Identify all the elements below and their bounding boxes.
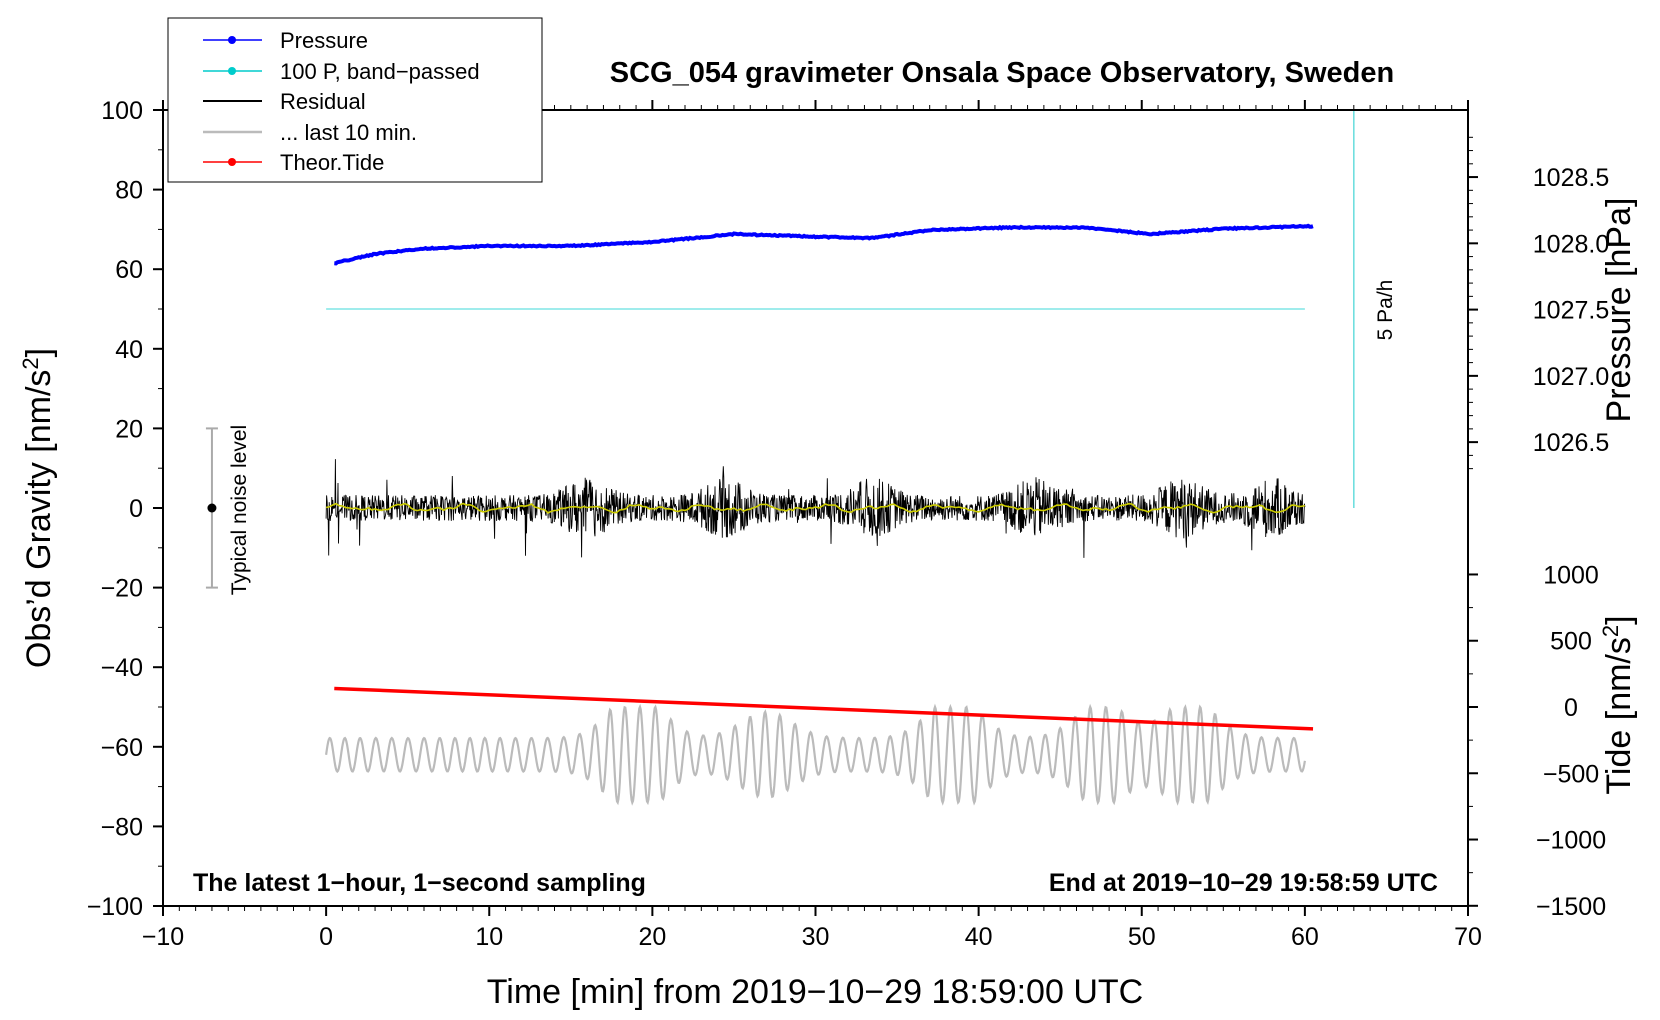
residual-line	[325, 459, 1306, 558]
left-axis-title-main: Obs’d Gravity [nm/s	[20, 370, 58, 669]
tide-axis-title: Tide [nm/s2]	[1598, 615, 1638, 794]
end-time-note: End at 2019−10−29 19:58:59 UTC	[1049, 869, 1438, 897]
left-tick-label-6: −20	[101, 575, 143, 603]
legend-label-pressure: Pressure	[280, 28, 368, 53]
pressure-tick-label-2: 1027.5	[1533, 297, 1609, 325]
chart-title: SCG_054 gravimeter Onsala Space Observat…	[610, 57, 1394, 89]
pressure-line	[334, 223, 1314, 266]
axes-layer: −10 0 10 20 30 40 50 60 70100806040200−20−40−60−…	[87, 97, 1610, 951]
legend-marker-pressure	[228, 36, 236, 44]
pressure-axis-title: Pressure [hPa]	[1600, 198, 1638, 423]
tide-tick-label-1: 500	[1550, 628, 1592, 656]
tide-tick-label-4: −1000	[1536, 827, 1606, 855]
left-tick-label-1: 80	[115, 177, 143, 205]
legend-marker-bandpassed	[228, 67, 236, 75]
left-tick-label-8: −60	[101, 734, 143, 762]
x-tick-label-3: 20	[638, 923, 666, 951]
legend-label-bandpassed: 100 P, band−passed	[280, 59, 480, 84]
x-tick-label-4: 30	[802, 923, 830, 951]
x-tick-label-8: 70	[1454, 923, 1482, 951]
legend-marker-theor-tide	[228, 158, 236, 166]
x-tick-label-6: 50	[1128, 923, 1156, 951]
legend-entry-theor-tide: Theor.Tide	[203, 150, 384, 175]
tide-tick-label-0: 1000	[1543, 561, 1599, 589]
x-tick-label-7: 60	[1291, 923, 1319, 951]
noise-bar-center	[207, 503, 217, 513]
x-tick-label-2: 10	[475, 923, 503, 951]
left-tick-label-0: 100	[101, 97, 143, 125]
pressure-tick-label-1: 1028.0	[1533, 230, 1609, 258]
residual-smoothed-line	[325, 502, 1306, 514]
legend-label-residual: Residual	[280, 89, 366, 114]
left-axis-title-sup: 2	[18, 357, 43, 369]
left-tick-label-5: 0	[129, 495, 143, 523]
tide-tick-label-3: −500	[1543, 760, 1599, 788]
noise-level-label: Typical noise level	[228, 425, 251, 595]
left-tick-label-9: −80	[101, 813, 143, 841]
left-tick-label-10: −100	[87, 893, 143, 921]
left-tick-label-2: 60	[115, 256, 143, 284]
last-10-min-line	[325, 703, 1306, 806]
pressure-tick-label-0: 1028.5	[1533, 164, 1609, 192]
left-axis-title: Obs’d Gravity [nm/s2]	[18, 348, 58, 668]
sampling-note: The latest 1−hour, 1−second sampling	[193, 869, 646, 897]
tide-tick-label-5: −1500	[1536, 893, 1606, 921]
legend-label-theor-tide: Theor.Tide	[280, 150, 384, 175]
x-tick-label-0: −10	[142, 923, 184, 951]
theor-tide-line	[334, 686, 1314, 731]
legend-entry-last-10-min: ... last 10 min.	[203, 120, 417, 145]
legend-entry-pressure: Pressure	[203, 28, 368, 53]
tide-axis-title-main: Tide [nm/s	[1600, 637, 1638, 794]
left-axis-title-end: ]	[20, 348, 58, 357]
x-axis-title: Time [min] from 2019−10−29 18:59:00 UTC	[487, 973, 1143, 1011]
legend-entry-residual: Residual	[203, 89, 366, 114]
tide-axis-title-end: ]	[1600, 615, 1638, 624]
left-tick-label-4: 20	[115, 415, 143, 443]
legend-label-last-10-min: ... last 10 min.	[280, 120, 417, 145]
series-layer	[205, 110, 1355, 806]
left-tick-label-7: −40	[101, 654, 143, 682]
x-tick-label-5: 40	[965, 923, 993, 951]
tide-tick-label-2: 0	[1564, 694, 1578, 722]
pressure-tick-label-4: 1026.5	[1533, 429, 1609, 457]
x-tick-label-1: 0	[319, 923, 333, 951]
legend-entry-bandpassed: 100 P, band−passed	[203, 59, 480, 84]
tide-axis-title-sup: 2	[1598, 625, 1623, 637]
pressure-tick-label-3: 1027.0	[1533, 363, 1609, 391]
left-tick-label-3: 40	[115, 336, 143, 364]
legend: Pressure 100 P, band−passed Residual ...…	[167, 17, 543, 183]
pa-per-hour-label: 5 Pa/h	[1374, 280, 1397, 341]
